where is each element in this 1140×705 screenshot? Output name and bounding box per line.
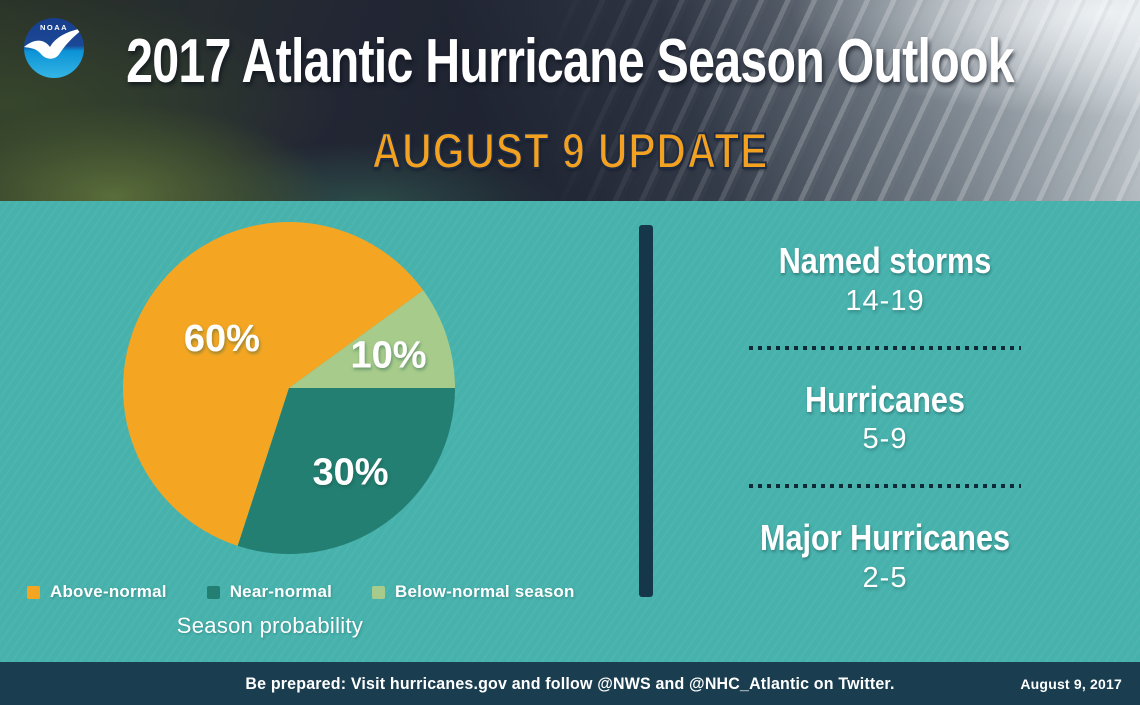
footer-bar: Be prepared: Visit hurricanes.gov and fo… bbox=[0, 662, 1140, 705]
outlook-item-range: 2-5 bbox=[862, 561, 908, 594]
pie-slice-value-label: 60% bbox=[184, 318, 260, 360]
outlook-item-hurricanes: Hurricanes 5-9 bbox=[700, 378, 1070, 457]
page-title: 2017 Atlantic Hurricane Season Outlook bbox=[126, 27, 1014, 96]
noaa-logo-icon: NOAA bbox=[22, 16, 86, 80]
legend-swatch bbox=[27, 585, 40, 599]
legend-label: Above-normal bbox=[50, 582, 167, 601]
pie-slice-above-normal bbox=[123, 222, 424, 546]
dotted-divider bbox=[749, 484, 1021, 489]
chart-title: Season probability bbox=[176, 613, 364, 638]
chart-legend: Above-normal Near-normal Below-normal seas… bbox=[27, 582, 575, 602]
pie-slice-value-label: 30% bbox=[312, 452, 388, 494]
page-subtitle: AUGUST 9 UPDATE bbox=[371, 122, 769, 180]
legend-swatch bbox=[372, 585, 386, 599]
dotted-divider bbox=[749, 345, 1021, 350]
legend-label: Below-normal season bbox=[395, 582, 575, 601]
outlook-panel: Named storms 14-19 Hurricanes 5-9 Major Hurr… bbox=[700, 241, 1070, 595]
legend-label: Near-normal bbox=[229, 582, 333, 601]
vertical-divider bbox=[639, 225, 653, 597]
outlook-item-range: 5-9 bbox=[862, 423, 908, 456]
main-content: 60% 10% 30% Above-normal Near-normal Below-n… bbox=[0, 201, 1140, 662]
outlook-item-major-hurricanes: Major Hurricanes 2-5 bbox=[700, 518, 1070, 595]
outlook-item-named-storms: Named storms 14-19 bbox=[700, 241, 1070, 318]
outlook-item-label: Hurricanes bbox=[805, 378, 965, 420]
pie-slice-below-normal-season bbox=[289, 290, 455, 388]
legend-item-above-normal: Above-normal bbox=[27, 582, 167, 602]
footer-date: August 9, 2017 bbox=[1020, 675, 1122, 692]
outlook-item-label: Named storms bbox=[778, 240, 992, 281]
pie-slice-near-normal bbox=[237, 388, 455, 555]
legend-swatch bbox=[206, 585, 220, 599]
pie-slice-value-label: 10% bbox=[350, 335, 426, 377]
legend-item-near-normal: Near-normal bbox=[206, 582, 333, 602]
outlook-item-label: Major Hurricanes bbox=[759, 517, 1010, 559]
outlook-item-range: 14-19 bbox=[845, 284, 925, 317]
season-probability-pie-chart: 60% 10% 30% bbox=[123, 222, 455, 555]
footer-message: Be prepared: Visit hurricanes.gov and fo… bbox=[245, 673, 895, 693]
legend-item-below-normal-season: Below-normal season bbox=[372, 582, 575, 602]
noaa-logo-text: NOAA bbox=[40, 23, 68, 32]
header-banner: NOAA 2017 Atlantic Hurricane Season Outl… bbox=[0, 0, 1140, 201]
